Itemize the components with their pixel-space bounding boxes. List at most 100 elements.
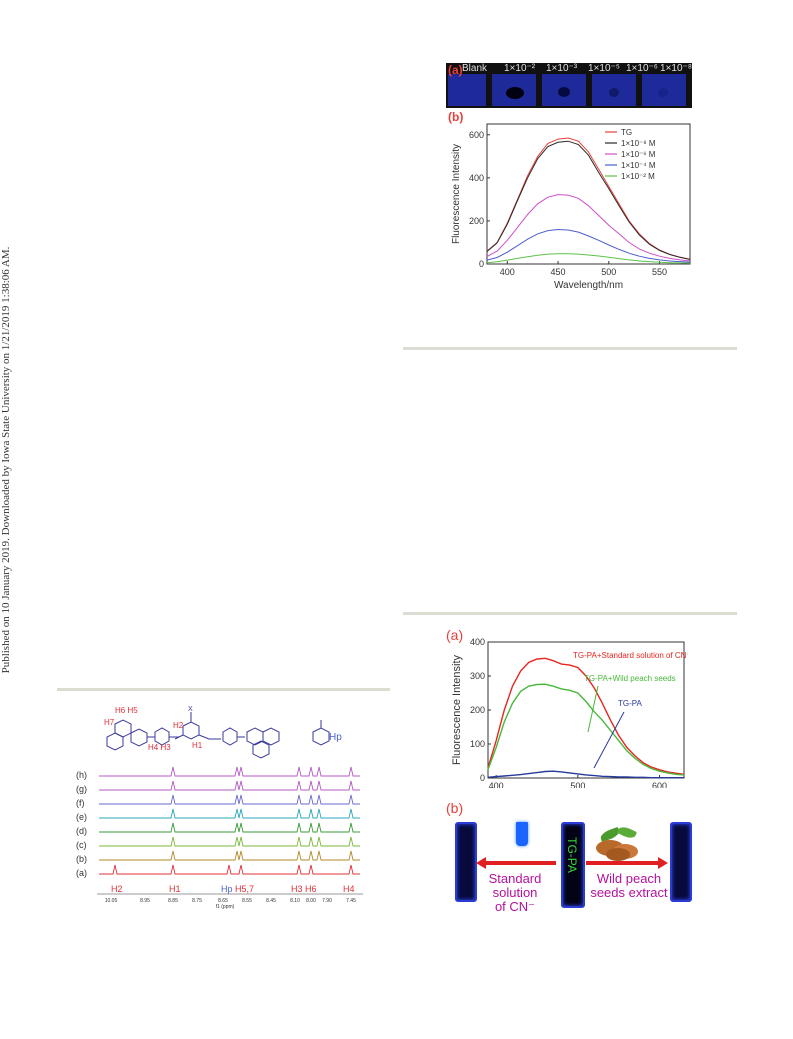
series-line-1 <box>487 683 685 776</box>
fluorescence-chart-peach: 4005006000100200300400Wavelength/nmFluor… <box>451 637 688 788</box>
nmr-trace-6 <box>99 850 360 861</box>
peak-label-1: H1 <box>169 884 181 894</box>
vial-left <box>455 822 477 902</box>
vial-cell-1 <box>448 74 486 106</box>
nmr-trace-label-0: (h) <box>76 770 87 780</box>
nmr-tick-9: 7.90 <box>322 898 332 904</box>
x-tick-label: 500 <box>570 781 585 788</box>
nmr-tick-4: 8.65 <box>218 898 228 904</box>
divider-middle-right <box>403 612 737 615</box>
nmr-tick-6: 8.45 <box>266 898 276 904</box>
cell-label-2: 1×10⁻² <box>504 63 536 74</box>
legend-label-1: 1×10⁻⁸ M <box>621 139 656 148</box>
nmr-tick-8: 8.00 <box>306 898 316 904</box>
label-h6h5: H6 H5 <box>115 706 138 715</box>
dark-spot-4 <box>609 88 619 97</box>
nmr-figure: (h) (g) (f) (e) (d) (c) (b) (a) H2 H1 Hp H5,7 H3 H6 H4… <box>75 706 365 911</box>
nmr-trace-4 <box>99 822 360 833</box>
x-axis-label: Wavelength/nm <box>554 280 623 291</box>
series-line-2 <box>487 770 684 779</box>
peak-label-5: H6 <box>305 884 317 894</box>
peak-label-4: H3 <box>291 884 303 894</box>
vial-right <box>670 822 692 902</box>
x-tick-label: 450 <box>551 267 566 277</box>
plot-frame <box>486 123 691 265</box>
x-tick-label: 500 <box>601 267 616 277</box>
series-line-0 <box>486 137 691 260</box>
series-line-3 <box>486 228 691 263</box>
annotation-arrow-tgpa <box>593 711 625 769</box>
nmr-tick-1: 8.95 <box>140 898 150 904</box>
vial-photo-panel: TG-PA Standard solution of CN⁻ Wild peac… <box>446 822 692 914</box>
standard-solution-label: Standard solution of CN⁻ <box>488 871 542 914</box>
nmr-tick-5: 8.55 <box>242 898 252 904</box>
nmr-trace-label-1: (g) <box>76 784 87 794</box>
annotation-arrow-peach <box>587 685 599 733</box>
x-tick-label: 400 <box>500 267 515 277</box>
panel-b-letter-top: (b) <box>448 110 464 124</box>
x-tick-label: 550 <box>652 267 667 277</box>
y-tick-label: 400 <box>469 173 484 183</box>
nmr-trace-label-4: (d) <box>76 826 87 836</box>
legend-label-3: 1×10⁻⁴ M <box>621 161 656 170</box>
cell-label-4: 1×10⁻⁵ <box>588 63 620 74</box>
nmr-tick-0: 10.05 <box>105 898 118 904</box>
plot-frame <box>487 641 685 779</box>
x-tick-label: 600 <box>652 781 667 788</box>
panel-a-letter-top: (a) <box>448 63 463 77</box>
almond-image <box>596 824 646 862</box>
series-line-2 <box>486 194 691 262</box>
legend-label-0: TG <box>621 128 632 137</box>
series-annotation-0: TG-PA+Standard solution of CN⁻ <box>573 651 688 660</box>
download-watermark: Published on 10 January 2019. Downloaded… <box>0 246 12 674</box>
nmr-trace-3 <box>99 808 360 819</box>
dark-spot-2 <box>506 87 524 99</box>
y-axis-label: Fluorescence Intensity <box>451 144 462 244</box>
legend-label-2: 1×10⁻⁶ M <box>621 150 656 159</box>
nmr-tick-2: 8.85 <box>168 898 178 904</box>
nmr-trace-1 <box>99 780 360 791</box>
divider-top-right <box>403 347 737 350</box>
peak-label-3: H5,7 <box>235 884 254 894</box>
series-line-4 <box>486 253 691 264</box>
arrow-left <box>476 857 556 869</box>
y-axis-label: Fluorescence Intensity <box>451 654 463 765</box>
nmr-trace-5 <box>99 836 360 847</box>
nmr-tick-10: 7.45 <box>346 898 356 904</box>
wild-peach-label: Wild peach seeds extract <box>590 871 668 900</box>
panel-b-letter-bottom: (b) <box>446 800 464 816</box>
nmr-tick-3: 8.75 <box>192 898 202 904</box>
nmr-trace-7 <box>99 864 360 875</box>
peak-label-2: Hp <box>221 884 233 894</box>
cell-label-1: Blank <box>462 63 488 74</box>
cell-label-3: 1×10⁻³ <box>546 63 578 74</box>
label-hp-top: Hp <box>329 732 342 743</box>
arrow-right <box>586 857 668 869</box>
x-tick-label: 400 <box>489 781 504 788</box>
cell-label-5: 1×10⁻⁶ <box>626 63 658 74</box>
label-h7: H7 <box>104 718 115 727</box>
nmr-trace-2 <box>99 794 360 805</box>
dark-spot-3 <box>558 87 570 97</box>
nmr-axis-label: f1 (ppm) <box>216 904 235 910</box>
picric-acid-structure <box>312 720 330 746</box>
nmr-spectra: (h)(g)(f)(e)(d)(c)(b)(a)H2 H1 Hp H5,7 H3 H6 H4… <box>76 712 363 910</box>
series-line-1 <box>486 140 691 260</box>
nmr-trace-label-3: (e) <box>76 812 87 822</box>
series-annotation-2: TG-PA <box>618 699 643 708</box>
y-tick-label: 200 <box>470 705 485 715</box>
label-x: X <box>188 706 193 713</box>
label-h2: H2 <box>173 721 184 730</box>
divider-left <box>57 688 390 691</box>
peak-label-0: H2 <box>111 884 123 894</box>
y-tick-label: 600 <box>469 130 484 140</box>
y-tick-label: 400 <box>470 637 485 647</box>
nmr-trace-label-6: (b) <box>76 854 87 864</box>
fluorescence-chart-concentration: 400 450 500 550 0 200 400 600 Wavelength/nm Fluor… <box>451 123 691 291</box>
dark-spot-5 <box>658 88 668 97</box>
y-tick-label: 100 <box>470 739 485 749</box>
nmr-trace-label-7: (a) <box>76 868 87 878</box>
nmr-trace-label-2: (f) <box>76 798 85 808</box>
cell-label-6: 1×10⁻⁸ <box>660 63 693 74</box>
blank-strip: Blank 1×10⁻² 1×10⁻³ 1×10⁻⁵ 1×10⁻⁶ 1×10⁻⁸ <box>446 63 692 108</box>
